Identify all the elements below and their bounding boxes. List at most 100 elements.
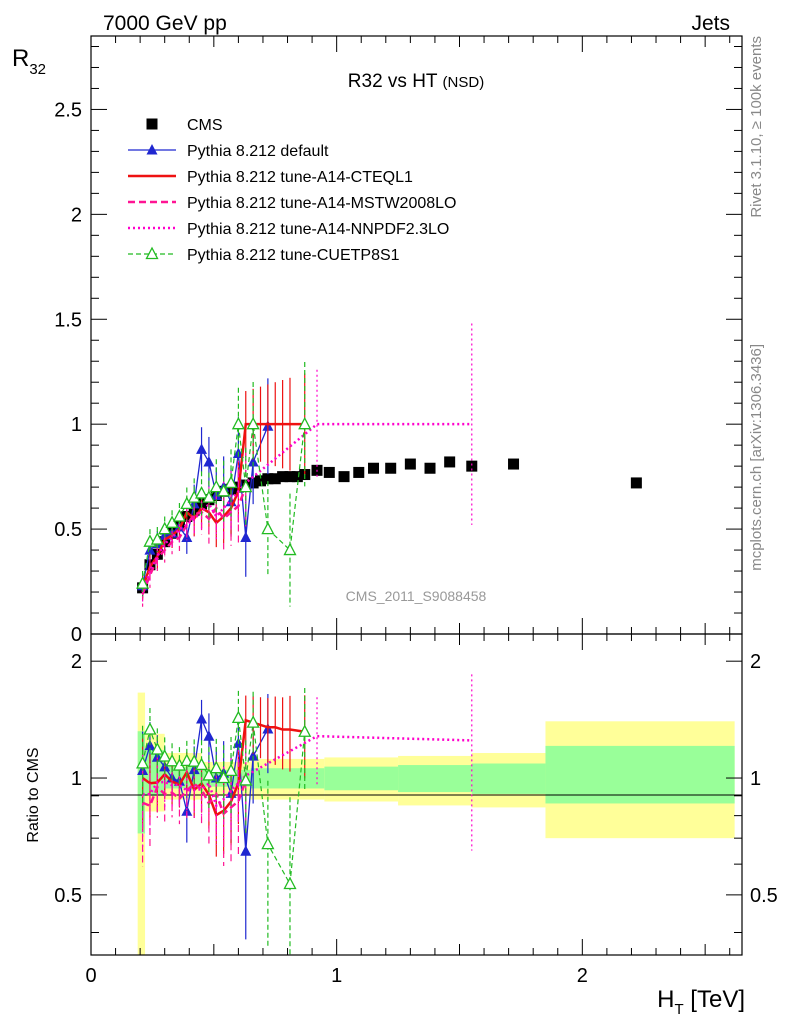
series-0-point [353, 466, 365, 478]
series-0-point [404, 458, 416, 470]
series-0-point [630, 477, 642, 489]
series-5-point [136, 576, 150, 589]
series-5-ratio-point [202, 768, 216, 781]
ratio-tick-label-right: 1 [750, 768, 761, 790]
series-5-ratio-point [298, 724, 312, 737]
series-0-point [466, 460, 478, 472]
series-1-ratio-point [240, 845, 252, 856]
mcplots-reference-text: mcplots.cern.ch [arXiv:1306.3436] [748, 344, 765, 571]
x-axis-symbol: H [657, 986, 674, 1013]
legend-label-0: CMS [187, 117, 223, 134]
series-0-point [338, 471, 350, 483]
series-2-line [141, 422, 305, 589]
series-0-point [284, 471, 296, 483]
ratio-axis-title: Ratio to CMS [25, 747, 42, 842]
main-plot: CMS_2011_S9088458 R32 vs HT (NSD) 0 0.5 1 1.… [54, 35, 743, 646]
series-5-ratio-point [209, 760, 223, 774]
series-5-ratio-point [158, 749, 172, 762]
series-5-point [209, 479, 223, 493]
ratio-tick-label-right: 2 [750, 651, 761, 673]
ratio-tick-label-right: 0.5 [750, 885, 778, 907]
series-5-point [150, 532, 164, 545]
series-5-main [136, 361, 312, 607]
plot-title-main: R32 vs HT [348, 71, 438, 92]
series-1-point [203, 455, 215, 467]
series-5-point [298, 416, 312, 430]
legend-label-5: Pythia 8.212 tune-CUETP8S1 [187, 247, 400, 264]
series-5-point [158, 521, 172, 535]
series-1-point [247, 455, 259, 467]
x-axis-subscript: T [674, 1001, 683, 1018]
series-0-point [262, 473, 274, 485]
series-5-ratio [136, 687, 312, 955]
series-5-point [194, 486, 209, 499]
ratio-green-band-4 [250, 768, 325, 789]
ratio-tick-label-left: 1 [71, 768, 82, 790]
series-5-point [246, 416, 260, 430]
ratio-axes: 0 1 2 0.5 0.5 1 1 2 2 [54, 633, 778, 987]
legend: CMS Pythia 8.212 default Pythia 8.212 tune… [128, 117, 456, 264]
series-5-point [231, 416, 245, 430]
series-5-ratio-point [217, 770, 231, 784]
process-label: Jets [691, 12, 730, 35]
x-axis-title: HT [TeV] [657, 986, 745, 1018]
legend-entry-3: Pythia 8.212 tune-A14-MSTW2008LO [128, 195, 456, 212]
series-5-point [180, 496, 194, 510]
y-tick-label: 0 [71, 624, 82, 646]
series-1-ratio-point [196, 712, 208, 724]
energy-label: 7000 GeV pp [103, 12, 227, 35]
ratio-green-band-7 [471, 763, 546, 794]
legend-marker-0 [146, 118, 158, 130]
y-tick-label: 0.5 [54, 519, 82, 541]
legend-marker-5 [145, 246, 159, 260]
legend-entry-4: Pythia 8.212 tune-A14-NNPDF2.3LO [128, 221, 449, 238]
series-5-point [261, 521, 275, 535]
legend-entry-0: CMS [146, 117, 223, 134]
legend-entry-5: Pythia 8.212 tune-CUETP8S1 [128, 246, 400, 264]
series-5-ratio-point [283, 876, 297, 890]
series-5-ratio-point [224, 763, 238, 777]
legend-label-1: Pythia 8.212 default [187, 143, 329, 160]
series-0-point [385, 462, 397, 474]
plot-title-sub: (NSD) [443, 74, 485, 91]
x-tick-label: 1 [331, 965, 342, 987]
ratio-green-band-5 [324, 766, 399, 791]
series-3-line [141, 486, 247, 595]
legend-label-4: Pythia 8.212 tune-A14-NNPDF2.3LO [187, 221, 449, 238]
series-0-point [277, 471, 289, 483]
x-axis-unit: [TeV] [684, 986, 745, 1013]
series-0-point [368, 462, 380, 474]
series-5-point [217, 483, 231, 497]
series-5-point [202, 490, 216, 503]
plot-title: R32 vs HT (NSD) [348, 71, 484, 92]
legend-label-3: Pythia 8.212 tune-A14-MSTW2008LO [187, 195, 456, 212]
series-5-ratio-point [136, 755, 150, 769]
ratio-green-band-6 [398, 765, 472, 793]
series-0-point [269, 473, 281, 485]
series-5-ratio-point [231, 710, 245, 724]
series-1-ratio-point [247, 750, 259, 761]
series-5-ratio-point [246, 715, 260, 728]
series-5-ratio-point [180, 753, 194, 767]
series-5-point [172, 509, 187, 522]
series-5-ratio-point [187, 754, 201, 767]
series-5-point [224, 475, 238, 489]
analysis-watermark: CMS_2011_S9088458 [346, 588, 487, 604]
series-0-point [323, 466, 335, 478]
series-0-point [424, 462, 436, 474]
series-5-point [165, 515, 179, 528]
series-5-point [283, 542, 297, 556]
ratio-plot: 0 1 2 0.5 0.5 1 1 2 2 [54, 633, 778, 987]
series-1-point [240, 531, 252, 542]
series-5-ratio-point [239, 773, 253, 786]
series-5-ratio-point [150, 742, 164, 755]
ratio-frame [90, 633, 743, 956]
series-4-ratio [141, 674, 473, 855]
series-0-point [255, 475, 267, 487]
ratio-tick-label-left: 0.5 [54, 885, 82, 907]
y-axis-subscript: 32 [29, 61, 46, 78]
series-1-ratio-point [203, 730, 215, 741]
y-tick-label: 1.5 [54, 309, 82, 331]
